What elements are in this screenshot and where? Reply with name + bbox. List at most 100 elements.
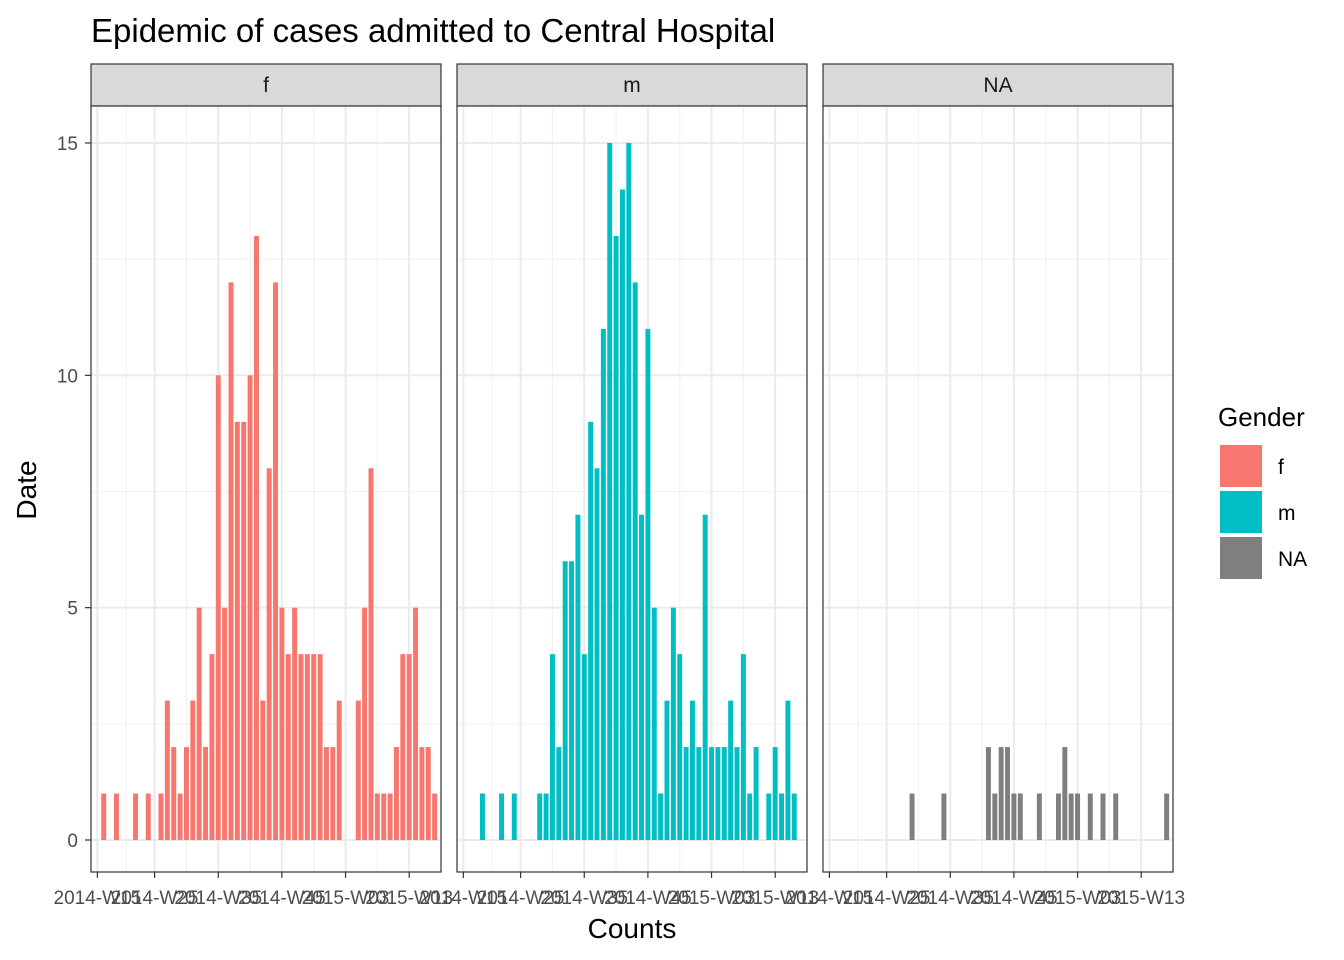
bar — [1113, 793, 1119, 840]
bar — [323, 747, 329, 840]
facet-panels: f2014-W152014-W252014-W352014-W452015-W0… — [54, 63, 1185, 909]
bar — [543, 793, 549, 840]
bar — [607, 143, 613, 840]
bar — [740, 654, 746, 840]
bar — [766, 793, 772, 840]
bar — [702, 514, 708, 840]
bar — [1005, 747, 1011, 840]
bar — [677, 654, 683, 840]
facet-strip — [822, 63, 1174, 107]
bar — [511, 793, 517, 840]
bar — [696, 747, 702, 840]
bar — [273, 282, 279, 840]
bar — [537, 793, 543, 840]
bar — [1164, 793, 1170, 840]
legend-swatch — [1220, 491, 1262, 533]
bar — [734, 747, 740, 840]
bar — [164, 700, 170, 840]
bar — [779, 793, 785, 840]
bar — [721, 747, 727, 840]
legend-swatch — [1220, 537, 1262, 579]
y-tick-label: 0 — [67, 831, 78, 852]
x-axis-title: Counts — [588, 913, 677, 944]
bar — [362, 607, 368, 840]
bar — [336, 700, 342, 840]
bar — [575, 514, 581, 840]
x-tick-label: 2014-W15 — [786, 888, 874, 909]
bar — [998, 747, 1004, 840]
bar — [304, 654, 310, 840]
bar — [133, 793, 139, 840]
chart-title: Epidemic of cases admitted to Central Ho… — [91, 12, 775, 49]
bar — [600, 328, 606, 840]
y-tick-label: 5 — [67, 599, 78, 620]
bar — [549, 654, 555, 840]
legend-label: f — [1278, 456, 1284, 479]
y-tick-label: 10 — [57, 366, 78, 387]
panel-background — [91, 106, 441, 872]
bar — [1075, 793, 1081, 840]
bar — [419, 747, 425, 840]
bar — [190, 700, 196, 840]
x-tick-label: 2014-W35 — [174, 888, 262, 909]
legend-swatch — [1220, 445, 1262, 487]
bar — [196, 607, 202, 840]
bar — [298, 654, 304, 840]
bar — [613, 235, 619, 840]
facet-strip-label: m — [623, 74, 641, 97]
bar — [569, 561, 575, 840]
bar — [432, 793, 438, 840]
x-tick-label: 2014-W45 — [970, 888, 1058, 909]
x-tick-label: 2015-W03 — [668, 888, 756, 909]
bar — [1062, 747, 1068, 840]
y-tick-label: 15 — [57, 134, 78, 155]
bar — [753, 747, 759, 840]
bar — [158, 793, 164, 840]
bar — [260, 700, 266, 840]
x-tick-label: 2014-W45 — [238, 888, 326, 909]
bar — [387, 793, 393, 840]
x-tick-label: 2015-W13 — [1097, 888, 1185, 909]
bar — [177, 793, 183, 840]
bar — [479, 793, 485, 840]
y-axis: 0 5 10 15 — [57, 134, 91, 852]
bar — [651, 607, 657, 840]
bar — [709, 747, 715, 840]
bar — [562, 561, 568, 840]
bar — [234, 421, 240, 840]
x-tick-label: 2014-W35 — [540, 888, 628, 909]
bar — [355, 700, 361, 840]
panel-border — [822, 105, 1174, 873]
bar — [715, 747, 721, 840]
facet-panel-na: NA2014-W152014-W252014-W352014-W452015-W… — [786, 63, 1185, 909]
bar — [425, 747, 431, 840]
bar — [330, 747, 336, 840]
bar — [683, 747, 689, 840]
bar — [588, 421, 594, 840]
bar — [941, 793, 947, 840]
bar — [222, 607, 228, 840]
bar — [292, 607, 298, 840]
x-tick-label: 2014-W25 — [843, 888, 931, 909]
x-tick-label: 2015-W03 — [302, 888, 390, 909]
bar — [406, 654, 412, 840]
bar — [985, 747, 991, 840]
bar — [909, 793, 915, 840]
bar — [253, 235, 259, 840]
panel-border — [456, 105, 808, 873]
facet-panel-f: f 2014-W152014-W252014-W352014-W452015-W0… — [54, 63, 453, 909]
bar — [992, 793, 998, 840]
bar — [785, 700, 791, 840]
bar — [381, 793, 387, 840]
x-tick-label: 2014-W25 — [111, 888, 199, 909]
facet-strip-label: f — [263, 74, 269, 97]
legend-label: m — [1278, 502, 1296, 525]
legend-label: NA — [1278, 548, 1307, 571]
bar — [247, 375, 253, 840]
bar — [1017, 793, 1023, 840]
bar — [209, 654, 215, 840]
facet-panel-m: m 2014-W152014-W252014-W352014-W452015-W0… — [420, 63, 819, 909]
bar — [581, 654, 587, 840]
bar — [639, 514, 645, 840]
